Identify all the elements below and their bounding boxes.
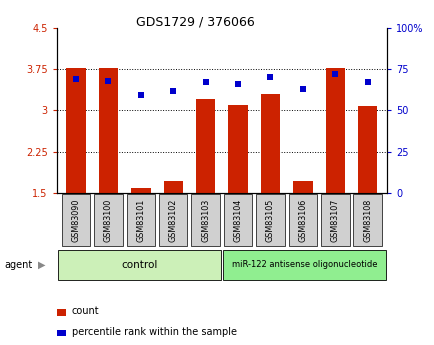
FancyBboxPatch shape — [126, 194, 155, 246]
Text: GSM83100: GSM83100 — [104, 198, 113, 241]
FancyBboxPatch shape — [94, 194, 122, 246]
Text: count: count — [72, 306, 99, 316]
FancyBboxPatch shape — [288, 194, 316, 246]
FancyBboxPatch shape — [223, 250, 385, 279]
Bar — [163, 181, 183, 193]
Bar — [131, 188, 150, 193]
Text: GSM83108: GSM83108 — [362, 198, 372, 241]
Bar — [228, 105, 247, 193]
Point — [363, 79, 370, 85]
FancyBboxPatch shape — [158, 194, 187, 246]
FancyBboxPatch shape — [223, 194, 252, 246]
Point — [299, 86, 306, 92]
FancyBboxPatch shape — [191, 194, 220, 246]
Text: GDS1729 / 376066: GDS1729 / 376066 — [136, 16, 254, 29]
Text: GSM83104: GSM83104 — [233, 198, 242, 241]
Point — [169, 88, 176, 93]
Point — [266, 75, 273, 80]
Text: miR-122 antisense oligonucleotide: miR-122 antisense oligonucleotide — [231, 260, 376, 269]
Text: GSM83101: GSM83101 — [136, 198, 145, 241]
FancyBboxPatch shape — [320, 194, 349, 246]
Point — [105, 78, 112, 83]
Text: GSM83106: GSM83106 — [298, 198, 307, 241]
Bar — [260, 94, 279, 193]
FancyBboxPatch shape — [62, 194, 90, 246]
Text: GSM83105: GSM83105 — [265, 198, 274, 241]
Text: GSM83090: GSM83090 — [71, 198, 80, 241]
Text: control: control — [121, 260, 157, 270]
Text: GSM83102: GSM83102 — [168, 198, 178, 241]
Bar — [325, 68, 344, 193]
Bar — [66, 68, 85, 193]
Point — [202, 79, 209, 85]
Point — [331, 71, 338, 77]
Text: GSM83107: GSM83107 — [330, 198, 339, 241]
Text: GSM83103: GSM83103 — [201, 198, 210, 241]
Point — [72, 76, 79, 82]
Bar — [195, 99, 215, 193]
Text: ▶: ▶ — [38, 260, 45, 270]
Bar — [99, 68, 118, 193]
Point — [234, 81, 241, 87]
Bar — [293, 181, 312, 193]
FancyBboxPatch shape — [58, 250, 220, 279]
FancyBboxPatch shape — [353, 194, 381, 246]
Point — [137, 93, 144, 98]
Text: percentile rank within the sample: percentile rank within the sample — [72, 327, 236, 337]
FancyBboxPatch shape — [256, 194, 284, 246]
Bar — [357, 106, 377, 193]
Text: agent: agent — [4, 260, 33, 270]
